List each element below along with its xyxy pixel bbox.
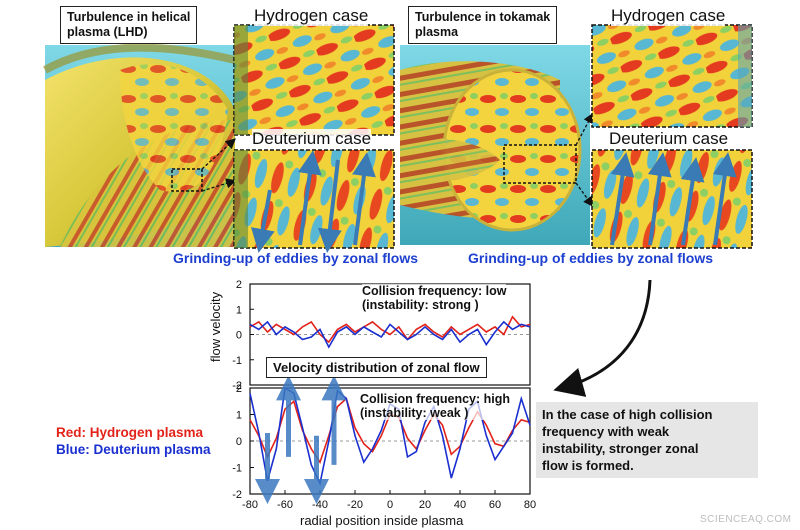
turbulence-illustrations (43, 24, 753, 253)
x-tick-label: 60 (489, 499, 501, 511)
panel2-annotation: Collision frequency: high (instability: … (360, 392, 511, 420)
y-tick-label: -1 (232, 463, 242, 475)
x-tick-label: 80 (524, 499, 536, 511)
panel1-annotation-line2: (instability: strong ) (362, 298, 479, 312)
lhd-deuterium-label: Deuterium case (252, 129, 372, 149)
y-tick-label: -2 (232, 380, 242, 392)
lhd-deuterium-inset (233, 149, 395, 249)
lhd-zoom-box (171, 168, 203, 192)
tokamak-plasma (400, 61, 582, 232)
x-tick-label: -80 (242, 499, 258, 511)
panel-1-series-deuterium-line (249, 320, 531, 349)
y-tick-label: 2 (236, 279, 242, 291)
x-axis-label: radial position inside plasma (300, 513, 464, 528)
lhd-title: Turbulence in helical plasma (LHD) (60, 6, 198, 44)
tokamak-hydrogen-inset (591, 24, 753, 128)
panel1-annotation: Collision frequency: low (instability: s… (362, 284, 507, 312)
y-tick-label: -1 (232, 355, 242, 367)
lhd-title-line2: plasma (LHD) (67, 25, 148, 39)
y-tick-label: 1 (236, 304, 242, 316)
conclusion-note: In the case of high collision frequency … (536, 402, 758, 478)
tokamak-zoom-box (503, 144, 577, 184)
tokamak-caption: Grinding-up of eddies by zonal flows (468, 250, 713, 266)
y-tick-label: 2 (236, 383, 242, 395)
note-line1: In the case of high collision (542, 407, 713, 422)
lhd-hydrogen-inset (233, 24, 395, 136)
lhd-zonal-flow-arrows (251, 150, 376, 253)
x-tick-label: -40 (312, 499, 328, 511)
y-axis-label: flow velocity (208, 291, 223, 362)
chart-title: Velocity distribution of zonal flow (266, 357, 487, 378)
x-tick-label: -60 (277, 499, 293, 511)
y-tick-label: -2 (232, 489, 242, 501)
tokamak-deuterium-label: Deuterium case (609, 129, 729, 149)
x-tick-label: 20 (419, 499, 431, 511)
tokamak-title-line2: plasma (415, 25, 459, 39)
legend-deuterium: Blue: Deuterium plasma (56, 442, 211, 457)
tokamak-title: Turbulence in tokamak plasma (408, 6, 558, 44)
panel2-annotation-line1: Collision frequency: high (360, 392, 511, 406)
panel1-annotation-line1: Collision frequency: low (362, 284, 507, 298)
lhd-helical-plasma (43, 43, 236, 247)
x-tick-label: 40 (454, 499, 466, 511)
y-tick-label: 1 (236, 410, 242, 422)
panel-1-series-hydrogen-line (249, 315, 531, 344)
legend-hydrogen: Red: Hydrogen plasma (56, 425, 204, 440)
lhd-caption: Grinding-up of eddies by zonal flows (173, 250, 418, 266)
curved-arrow (553, 279, 652, 397)
tokamak-title-line1: Turbulence in tokamak (415, 10, 551, 24)
x-tick-label: -20 (347, 499, 363, 511)
note-line3: instability, stronger zonal (542, 441, 699, 456)
watermark: SCIENCEAQ.COM (700, 514, 792, 525)
y-tick-label: 0 (236, 436, 242, 448)
note-line2: frequency with weak (542, 424, 670, 439)
panel2-annotation-line2: (instability: weak ) (360, 406, 469, 420)
lhd-hydrogen-label: Hydrogen case (254, 6, 369, 26)
tokamak-zonal-flow-arrows (610, 152, 737, 246)
note-line4: flow is formed. (542, 458, 634, 473)
lhd-title-line1: Turbulence in helical (67, 10, 191, 24)
x-tick-label: 0 (387, 499, 393, 511)
y-tick-label: 0 (236, 330, 242, 342)
tokamak-hydrogen-label: Hydrogen case (611, 6, 726, 26)
